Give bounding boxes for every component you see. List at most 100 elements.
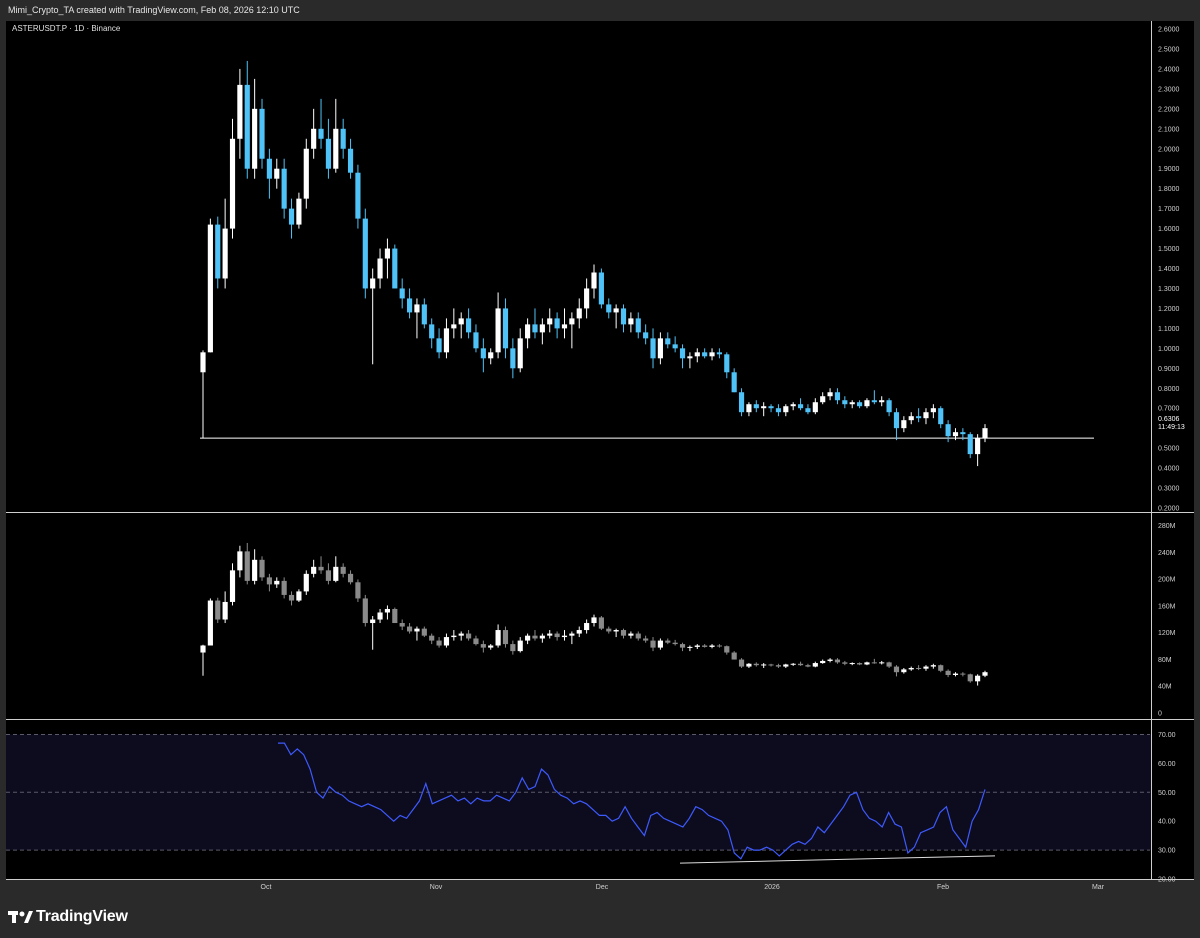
price-candle <box>421 304 427 325</box>
volume-candle <box>975 675 981 682</box>
price-candle <box>967 434 973 455</box>
volume-candle <box>510 644 516 652</box>
volume-candle <box>945 670 951 676</box>
price-candle <box>849 402 855 405</box>
volume-candle <box>842 662 848 664</box>
price-candle <box>591 272 597 289</box>
price-candle <box>709 352 715 357</box>
volume-candle <box>775 665 782 667</box>
rsi-tick-label: 30.00 <box>1158 848 1176 855</box>
last-price-label: 0.6306 <box>1158 416 1180 423</box>
volume-candle <box>731 652 737 660</box>
volume-candle <box>281 580 287 595</box>
price-candle <box>945 424 951 437</box>
volume-candle <box>643 638 649 641</box>
volume-candle <box>584 623 590 631</box>
price-candle <box>244 84 250 169</box>
volume-candle <box>473 638 479 645</box>
volume-candle <box>916 667 922 669</box>
price-candle <box>362 218 368 289</box>
price-candle <box>598 272 604 305</box>
price-candle <box>893 412 900 429</box>
volume-candle <box>215 600 221 620</box>
symbol-label: ASTERUSDT.P · 1D · Binance <box>12 24 121 33</box>
price-tick-label: 2.3000 <box>1158 86 1180 93</box>
price-candle <box>539 324 545 333</box>
rsi-tick-label: 70.00 <box>1158 732 1176 739</box>
volume-candle <box>620 630 627 636</box>
price-candle <box>635 318 641 333</box>
volume-candle <box>502 630 509 645</box>
volume-candle <box>908 667 914 670</box>
price-candle <box>569 318 575 325</box>
rsi-tick-label: 40.00 <box>1158 819 1176 826</box>
volume-candle <box>665 640 671 643</box>
price-candle <box>982 428 988 439</box>
price-candle <box>266 158 272 179</box>
time-axis-label: Feb <box>937 884 949 891</box>
rsi-tick-label: 60.00 <box>1158 761 1176 768</box>
price-tick-label: 1.4000 <box>1158 266 1180 273</box>
price-candle <box>702 352 708 357</box>
price-candle <box>679 348 686 359</box>
price-tick-label: 0.8000 <box>1158 386 1180 393</box>
volume-candle <box>650 640 656 648</box>
volume-candle <box>679 644 686 648</box>
price-tick-label: 2.1000 <box>1158 126 1180 133</box>
price-candle <box>495 308 501 353</box>
volume-candle <box>436 640 442 646</box>
volume-candle <box>355 582 361 599</box>
volume-candle <box>805 665 811 667</box>
price-candle <box>628 318 634 325</box>
price-tick-label: 1.0000 <box>1158 346 1180 353</box>
volume-candle <box>517 640 523 652</box>
volume-candle <box>694 645 700 647</box>
price-candle <box>473 332 479 349</box>
volume-candle <box>886 662 892 667</box>
price-candle <box>252 108 258 169</box>
time-axis-label: Nov <box>430 884 443 891</box>
price-candle <box>584 288 590 309</box>
price-candle <box>377 258 383 279</box>
price-candle <box>333 128 339 169</box>
volume-candle <box>613 630 619 632</box>
price-candle <box>687 356 693 359</box>
volume-candle <box>591 617 597 624</box>
volume-candle <box>834 659 841 663</box>
volume-candle <box>252 559 258 581</box>
tradingview-logo[interactable]: TradingView <box>8 907 128 927</box>
volume-candle <box>746 663 752 667</box>
price-candle <box>325 138 331 169</box>
price-candle <box>643 332 649 339</box>
price-candle <box>259 108 265 159</box>
bar-countdown-label: 11:49:13 <box>1158 424 1185 431</box>
volume-candle <box>820 660 826 664</box>
volume-candle <box>687 646 693 648</box>
price-candle <box>406 298 413 313</box>
price-candle <box>857 402 863 407</box>
price-candle <box>923 412 929 419</box>
price-candle <box>864 400 870 407</box>
volume-candle <box>237 551 243 571</box>
price-candle <box>753 404 759 409</box>
price-tick-label: 1.5000 <box>1158 246 1180 253</box>
price-candle <box>355 172 361 219</box>
price-candle <box>738 392 745 413</box>
volume-candle <box>702 645 708 647</box>
volume-candle <box>296 591 302 601</box>
volume-candle <box>797 663 804 666</box>
price-candle <box>288 208 295 225</box>
price-candle <box>930 408 936 413</box>
volume-candle <box>761 664 767 666</box>
chart-canvas[interactable]: 2.6000 2.5000 2.4000 2.3000 2.2000 2.1000 2.00… <box>0 0 1200 898</box>
volume-candle <box>288 594 295 601</box>
footer: TradingView <box>0 898 1200 938</box>
volume-candle <box>443 637 450 646</box>
volume-candle <box>938 665 944 671</box>
price-candle <box>207 224 213 353</box>
price-candle <box>916 416 922 419</box>
price-candle <box>547 318 553 325</box>
volume-candle <box>303 573 309 592</box>
price-candle <box>606 304 612 313</box>
rsi-tick-label: 50.00 <box>1158 790 1176 797</box>
